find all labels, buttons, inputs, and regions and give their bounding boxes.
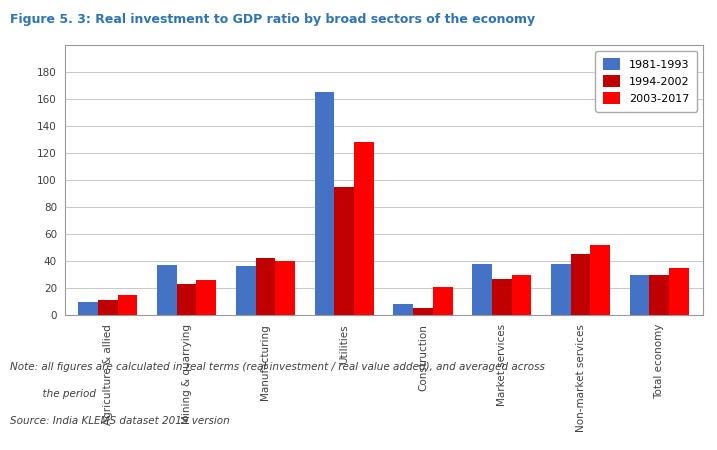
- Bar: [433, 287, 452, 315]
- Bar: [571, 254, 590, 315]
- Bar: [650, 274, 669, 315]
- Bar: [590, 245, 610, 315]
- Bar: [473, 264, 492, 315]
- Text: Note: all figures are calculated in real terms (real investment / real value add: Note: all figures are calculated in real…: [10, 362, 545, 372]
- Text: Figure 5. 3: Real investment to GDP ratio by broad sectors of the economy: Figure 5. 3: Real investment to GDP rati…: [10, 14, 535, 27]
- Bar: [315, 92, 334, 315]
- Bar: [551, 264, 571, 315]
- Bar: [394, 304, 413, 315]
- Bar: [177, 284, 196, 315]
- Bar: [157, 265, 177, 315]
- Bar: [492, 279, 512, 315]
- Bar: [236, 266, 255, 315]
- Bar: [669, 268, 689, 315]
- Legend: 1981-1993, 1994-2002, 2003-2017: 1981-1993, 1994-2002, 2003-2017: [595, 50, 697, 112]
- Bar: [334, 187, 354, 315]
- Bar: [630, 274, 650, 315]
- Bar: [118, 295, 138, 315]
- Bar: [255, 258, 275, 315]
- Text: Source: India KLEMS dataset 2019 version: Source: India KLEMS dataset 2019 version: [10, 416, 229, 426]
- Bar: [413, 308, 433, 315]
- Bar: [98, 300, 118, 315]
- Bar: [512, 274, 531, 315]
- Bar: [78, 302, 98, 315]
- Bar: [196, 280, 217, 315]
- Bar: [275, 261, 295, 315]
- Text: the period: the period: [10, 389, 96, 399]
- Bar: [354, 142, 374, 315]
